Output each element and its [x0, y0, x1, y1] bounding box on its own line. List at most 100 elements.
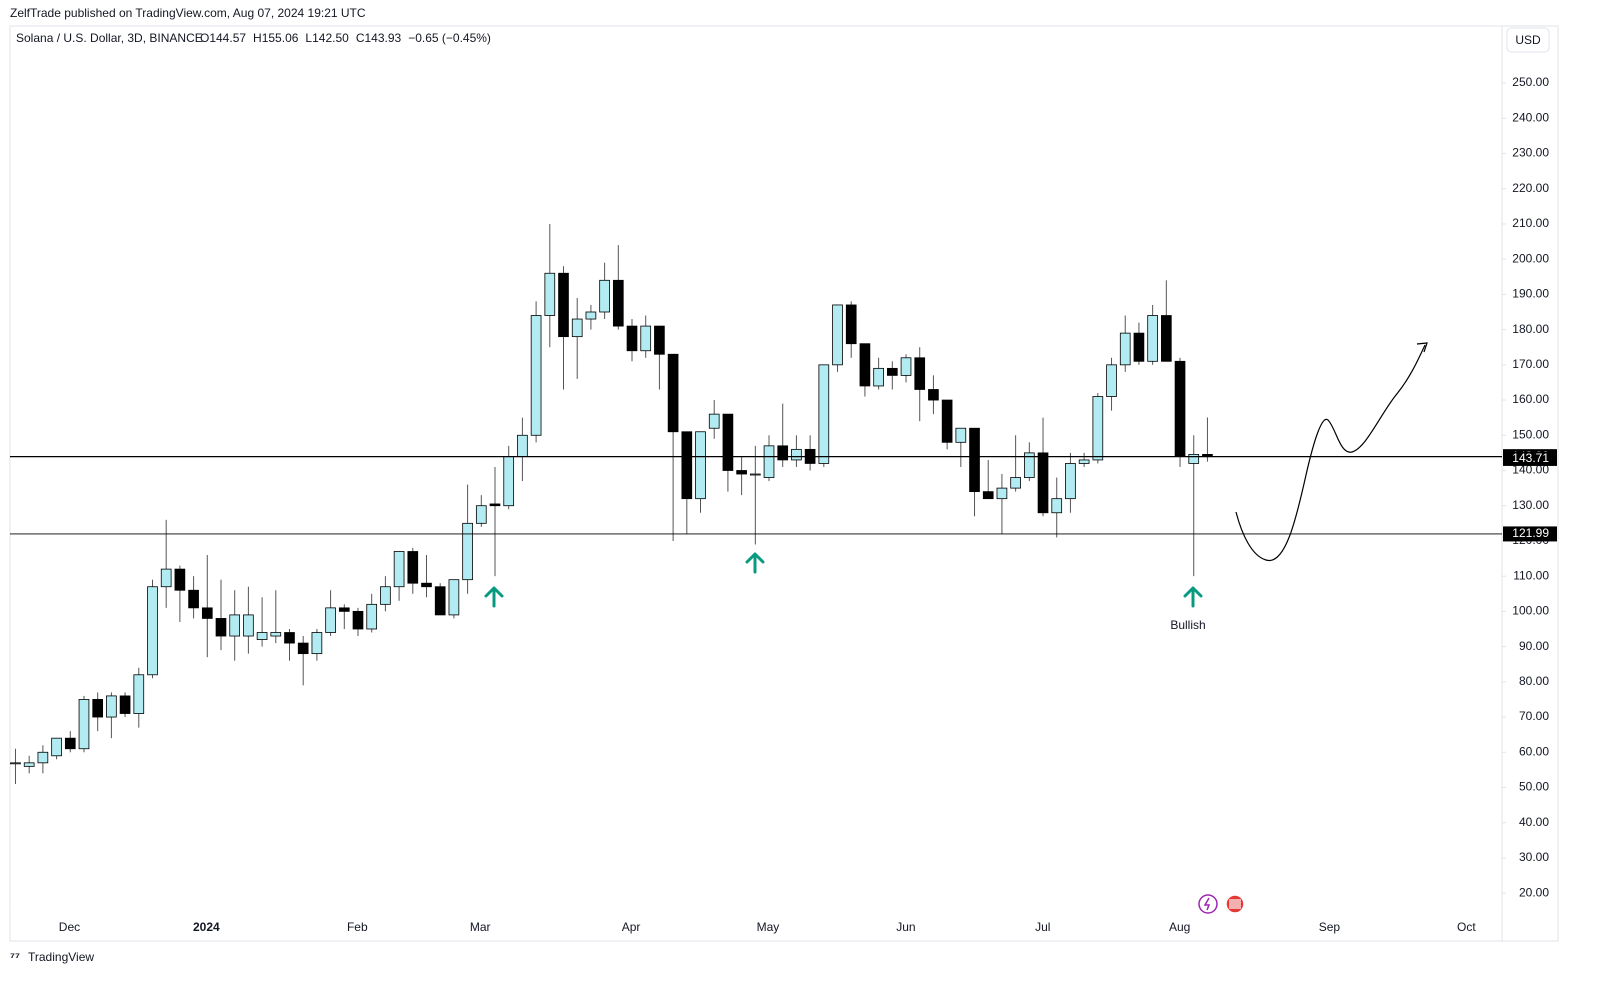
- candle-body: [215, 618, 227, 637]
- candle-body: [325, 607, 336, 633]
- candle-body: [421, 582, 432, 588]
- price-label: 121.99: [1512, 526, 1549, 540]
- arrow-up: [484, 586, 504, 608]
- annotation-text: Bullish: [1170, 618, 1205, 632]
- y-tick-label: 190.00: [1512, 287, 1549, 301]
- candle-body: [380, 586, 391, 605]
- candle-body: [503, 456, 515, 507]
- candle-body: [667, 353, 679, 433]
- candle-body: [763, 445, 775, 478]
- y-tick-label: 50.00: [1519, 780, 1549, 794]
- candle-body: [188, 589, 199, 609]
- candle-body: [147, 586, 158, 676]
- candle-body: [517, 434, 528, 457]
- y-tick-label: 170.00: [1512, 357, 1549, 371]
- currency-label[interactable]: USD: [1515, 33, 1541, 47]
- candle-body: [585, 311, 597, 320]
- x-tick-label: Mar: [470, 920, 491, 934]
- x-tick-label: Sep: [1319, 920, 1341, 934]
- candle-body: [256, 632, 268, 640]
- y-tick-label: 250.00: [1512, 75, 1549, 89]
- candle-body: [64, 737, 76, 750]
- candle-body: [1092, 396, 1104, 461]
- ohlc-value: O144.57: [200, 31, 246, 45]
- candle-body: [749, 473, 761, 476]
- candle-body: [1174, 360, 1186, 457]
- arrow-up: [745, 552, 765, 574]
- y-tick-label: 140.00: [1512, 463, 1549, 477]
- candle-body: [297, 642, 309, 655]
- y-tick-label: 150.00: [1512, 427, 1549, 441]
- event-icon-glyph: [1203, 897, 1211, 911]
- y-tick-label: 20.00: [1519, 885, 1549, 899]
- candle-body: [791, 448, 802, 461]
- candle-body: [845, 304, 857, 345]
- candle-body: [133, 674, 145, 714]
- candle-body: [1188, 454, 1200, 464]
- candle-body: [270, 632, 282, 637]
- x-tick-label: Jun: [896, 920, 915, 934]
- candle-body: [243, 614, 254, 637]
- y-tick-label: 240.00: [1512, 110, 1549, 124]
- candle-body: [1023, 452, 1035, 478]
- ohlc-value: −0.65 (−0.45%): [408, 31, 491, 45]
- candle-body: [1133, 332, 1145, 362]
- candle-body: [475, 505, 487, 524]
- candle-body: [434, 586, 446, 616]
- chart-frame: [9, 25, 1559, 942]
- candle-body: [571, 318, 583, 338]
- candle-body: [914, 357, 926, 390]
- y-tick-label: 160.00: [1512, 392, 1549, 406]
- candle-body: [366, 603, 378, 630]
- projection-arrowhead: [1416, 342, 1428, 353]
- candle-body: [818, 364, 830, 464]
- candle-body: [900, 357, 912, 376]
- y-tick-label: 70.00: [1519, 709, 1549, 723]
- candle-body: [1037, 452, 1049, 514]
- candle-body: [928, 389, 939, 401]
- x-tick-label: May: [757, 920, 780, 934]
- x-tick-label: Dec: [59, 920, 80, 934]
- candle-body: [886, 367, 898, 376]
- arrow-up: [1183, 586, 1203, 608]
- published-note: ZelfTrade published on TradingView.com, …: [10, 6, 366, 20]
- candle-body: [1161, 315, 1172, 362]
- candle-body: [832, 304, 843, 366]
- event-icon[interactable]: [1198, 894, 1218, 914]
- candle-body: [1051, 498, 1063, 514]
- candle-body: [544, 272, 556, 316]
- candle-body: [612, 279, 624, 327]
- price-marker-box: [1503, 451, 1557, 466]
- x-tick-label: Jul: [1035, 920, 1050, 934]
- candle-body: [393, 551, 405, 588]
- candle-body: [338, 607, 350, 612]
- candle-body: [160, 568, 172, 588]
- symbol-title: Solana / U.S. Dollar, 3D, BINANCE: [16, 31, 203, 45]
- candle-body: [955, 427, 967, 443]
- candle-body: [722, 413, 734, 471]
- x-tick-label: Aug: [1169, 920, 1190, 934]
- currency-button[interactable]: [1506, 27, 1550, 53]
- candle-body: [1119, 332, 1131, 366]
- candle-body: [201, 607, 213, 619]
- bottom-icons: [1198, 894, 1245, 914]
- candle-body: [777, 445, 789, 461]
- ohlc-value: H155.06: [253, 31, 299, 45]
- candle-body: [462, 522, 473, 581]
- candle-body: [119, 695, 131, 714]
- x-tick-label: 2024: [193, 920, 220, 934]
- candle-body: [626, 325, 638, 352]
- ohlc-legend: O144.57 H155.06 L142.50 C143.93 −0.65 (−0.45…: [200, 31, 491, 45]
- y-tick-label: 30.00: [1519, 850, 1549, 864]
- x-tick-label: Feb: [347, 920, 368, 934]
- candle-body: [51, 737, 62, 757]
- candle-body: [681, 431, 693, 500]
- y-tick-label: 230.00: [1512, 146, 1549, 160]
- y-tick-label: 130.00: [1512, 498, 1549, 512]
- y-tick-label: 90.00: [1519, 639, 1549, 653]
- candle-body: [996, 487, 1008, 500]
- candle-body: [708, 413, 720, 429]
- y-tick-label: 80.00: [1519, 674, 1549, 688]
- y-tick-label: 200.00: [1512, 251, 1549, 265]
